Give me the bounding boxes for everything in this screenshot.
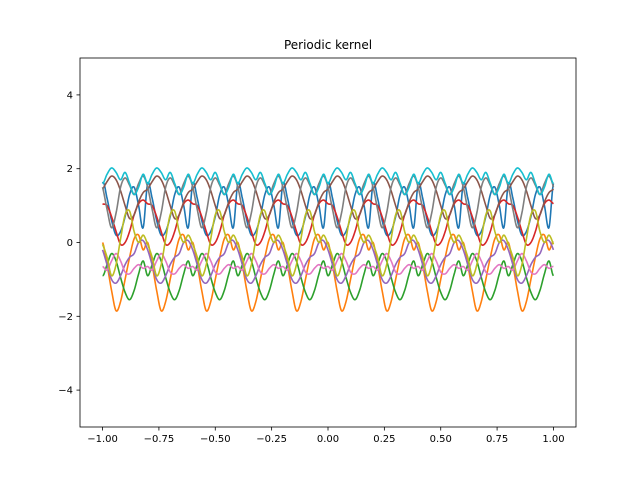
y-axis: −4 −2 0 2 4: [58, 90, 80, 397]
y-tick-label: −2: [58, 312, 73, 323]
series-line-9: [101, 209, 555, 277]
x-tick-label: −1.00: [87, 434, 118, 445]
y-tick-label: 4: [67, 90, 73, 101]
series-line-5: [101, 239, 555, 285]
x-tick-label: 1.00: [542, 434, 564, 445]
x-tick-label: −0.50: [200, 434, 231, 445]
x-tick-label: 0.00: [317, 434, 339, 445]
x-tick-label: 0.25: [373, 434, 395, 445]
series-line-3: [102, 252, 555, 301]
chart-title: Periodic kernel: [284, 38, 372, 52]
x-tick-label: −0.25: [256, 434, 287, 445]
y-tick-label: 2: [67, 164, 73, 175]
y-tick-label: 0: [67, 238, 73, 249]
series-line-10: [102, 167, 554, 196]
series-layer: [101, 167, 555, 312]
x-tick-label: 0.75: [486, 434, 508, 445]
y-tick-label: −4: [58, 386, 73, 397]
x-tick-label: −0.75: [144, 434, 175, 445]
x-tick-label: 0.50: [430, 434, 452, 445]
x-axis: −1.00 −0.75 −0.50 −0.25 0.00 0.25 0.50 0.75 1.00: [87, 427, 565, 445]
